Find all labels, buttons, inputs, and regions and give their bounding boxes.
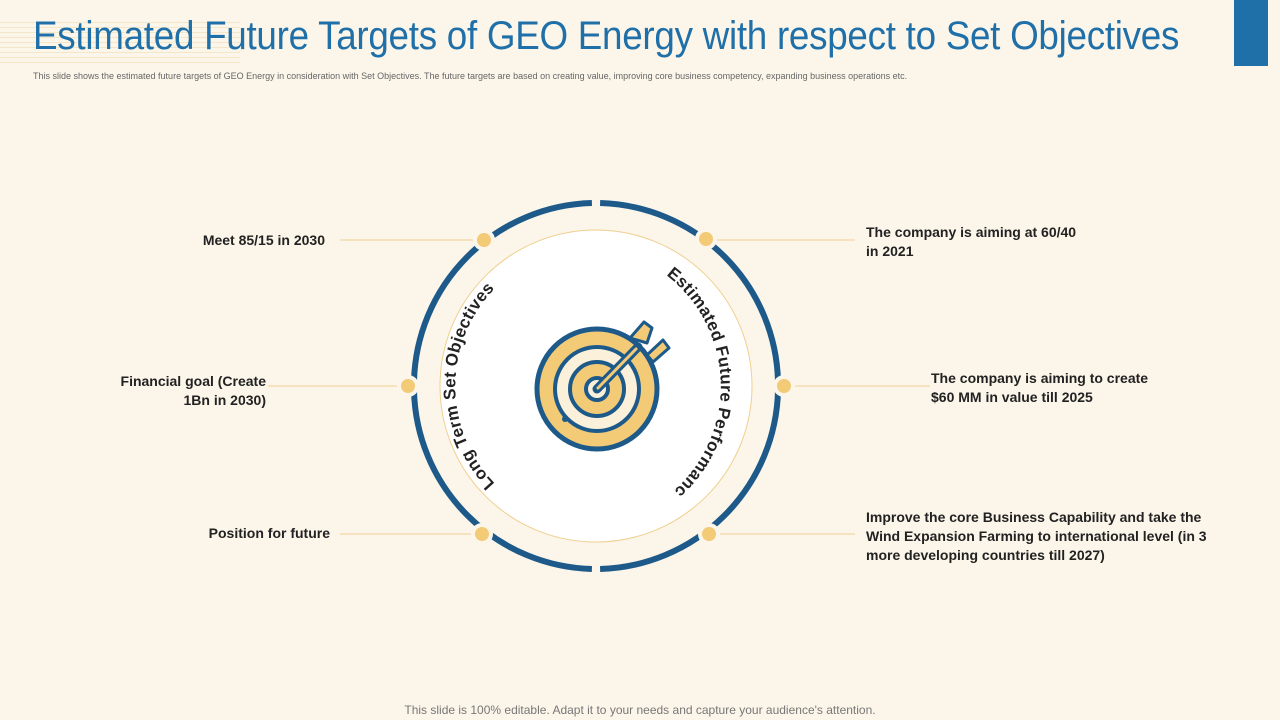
page-subtitle: This slide shows the estimated future ta… (33, 71, 908, 81)
outer-ring-arc-top-left (411, 200, 592, 382)
target-dart-icon (534, 320, 671, 452)
label-aiming-60mm-line2: $60 MM in value till 2025 (931, 389, 1093, 405)
label-aiming-60-40-line1: The company is aiming at 60/40 (866, 224, 1077, 240)
label-improve-line1: Improve the core Business Capability and… (866, 509, 1202, 525)
outer-ring-arc-bottom-right (600, 390, 781, 572)
footer-note: This slide is 100% editable. Adapt it to… (404, 703, 876, 717)
label-financial-goal: Financial goal (Create 1Bn in 2030) (121, 372, 266, 410)
node-dot-right-1 (695, 228, 717, 250)
node-dot-left-2 (397, 375, 419, 397)
node-dot-right-3 (698, 523, 720, 545)
node-dot-left-3 (471, 523, 493, 545)
label-aiming-60-40: The company is aiming at 60/40 in 2021 (866, 223, 1076, 261)
label-financial-goal-line1: Financial goal (Create (120, 373, 266, 389)
connector-lines (268, 239, 930, 535)
outer-ring-arc-top-right (600, 200, 781, 382)
label-improve-line2: Wind Expansion Farming to international … (866, 528, 1207, 544)
ring-nodes (397, 228, 795, 545)
decorative-stripes (0, 18, 240, 63)
label-meet-85-15: Meet 85/15 in 2030 (202, 232, 325, 248)
label-improve-core-capability: Improve the core Business Capability and… (866, 508, 1207, 565)
label-improve-line3: more developing countries till 2027) (866, 547, 1105, 563)
label-aiming-60mm-line1: The company is aiming to create (931, 370, 1149, 386)
node-dot-right-2 (773, 375, 795, 397)
outer-ring (411, 200, 781, 572)
page-title: Estimated Future Targets of GEO Energy w… (33, 14, 1180, 58)
label-aiming-60-40-line2: in 2021 (866, 243, 914, 259)
label-financial-goal-line2: 1Bn in 2030) (183, 392, 266, 408)
label-position-for-future: Position for future (208, 525, 330, 541)
title-accent-bar (1234, 0, 1268, 66)
node-dot-left-1 (473, 229, 495, 251)
outer-ring-arc-bottom-left (411, 390, 592, 572)
label-aiming-60mm: The company is aiming to create $60 MM i… (931, 369, 1148, 407)
